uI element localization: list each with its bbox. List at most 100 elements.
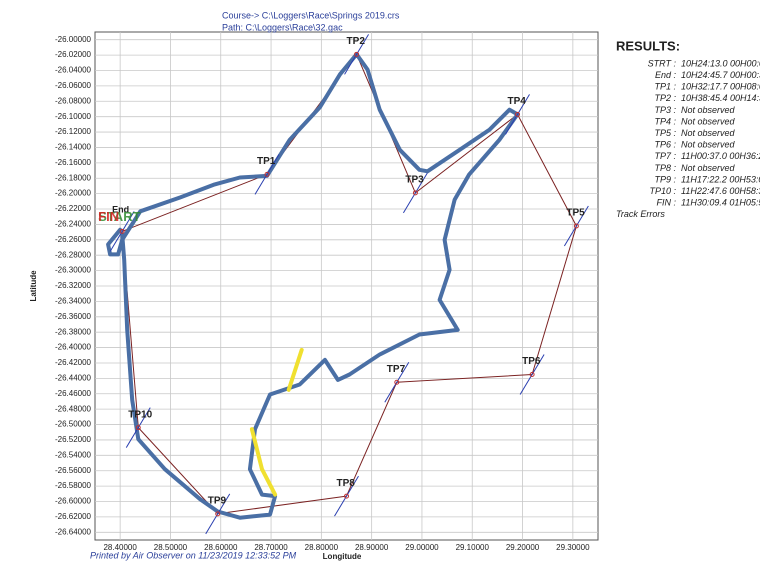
start-label: FIN [98,209,119,224]
result-key: STRT : [648,58,677,68]
y-tick-label: -26.04000 [55,66,92,75]
result-key: TP2 : [654,93,676,103]
y-tick-label: -26.38000 [55,327,92,336]
x-tick-label: 28.50000 [154,543,188,552]
x-tick-label: 29.30000 [556,543,590,552]
y-tick-label: -26.56000 [55,466,92,475]
print-footer: Printed by Air Observer on 11/23/2019 12… [90,550,297,560]
waypoint-label: TP5 [566,208,585,219]
x-tick-label: 28.90000 [355,543,389,552]
sector-line [334,475,359,517]
result-key: TP4 : [654,116,676,126]
waypoint [515,111,521,117]
waypoint-label: TP8 [337,478,356,489]
sector-line [519,354,545,395]
results-title: RESULTS: [616,38,680,53]
x-tick-label: 29.00000 [405,543,439,552]
end-label: End [112,205,129,215]
y-tick-label: -26.16000 [55,158,92,167]
result-value: 10H38:45.4 00H14:32.3 [681,93,760,103]
track-line [249,347,304,497]
waypoint [412,190,418,196]
y-tick-label: -26.02000 [55,50,92,59]
y-tick-label: -26.24000 [55,220,92,229]
y-tick-label: -26.00000 [55,35,92,44]
waypoint [354,51,360,57]
x-tick-label: 28.60000 [204,543,238,552]
result-key: TP3 : [654,105,676,115]
y-tick-label: -26.60000 [55,497,92,506]
y-tick-label: -26.52000 [55,435,92,444]
y-tick-label: -26.32000 [55,281,92,290]
sector-line [344,34,369,75]
result-value: 10H24:45.7 00H00:32.7 [681,70,760,80]
x-tick-label: 29.10000 [456,543,490,552]
waypoint-label: TP2 [347,36,366,47]
waypoint-label: TP10 [128,409,152,420]
y-tick-label: -26.34000 [55,297,92,306]
result-value: 11H00:37.0 00H36:24.0 [681,151,760,161]
result-value: Not observed [681,163,736,173]
track-line [106,52,520,520]
y-tick-label: -26.58000 [55,481,92,490]
waypoint-label: TP1 [257,156,276,167]
result-value: 10H24:13.0 00H00:00.0 [681,58,760,68]
result-value: Not observed [681,140,736,150]
sector-line [254,154,280,195]
result-key: FIN : [657,198,677,208]
y-tick-label: -26.14000 [55,143,92,152]
y-tick-label: -26.54000 [55,450,92,459]
sector-line [563,205,589,247]
waypoint [573,223,579,229]
result-key: TP1 : [654,82,676,92]
results-footer: Track Errors [616,209,665,219]
waypoint [264,171,270,177]
y-tick-label: -26.08000 [55,96,92,105]
waypoint-label: TP3 [405,175,424,186]
waypoint [119,228,125,234]
sector-line [384,361,410,403]
result-value: Not observed [681,105,736,115]
track-path: Path: C:\Loggers\Race\32.gac [222,22,343,32]
x-tick-label: 28.40000 [103,543,137,552]
sector-line [109,211,135,252]
y-tick-label: -26.64000 [55,527,92,536]
result-key: TP9 : [654,174,676,184]
sector-line [125,407,151,448]
y-tick-label: -26.42000 [55,358,92,367]
y-tick-label: -26.28000 [55,250,92,259]
x-tick-label: 28.70000 [254,543,288,552]
waypoint [135,425,141,431]
result-value: 11H30:09.4 01H05:56.3 [681,198,760,208]
sector-line [402,172,428,214]
y-tick-label: -26.10000 [55,112,92,121]
waypoint [215,511,221,517]
result-key: TP10 : [649,186,676,196]
y-tick-label: -26.40000 [55,343,92,352]
y-tick-label: -26.20000 [55,189,92,198]
result-key: End : [655,70,677,80]
y-axis-label: Latitude [29,270,38,302]
waypoint-label: TP4 [508,96,527,107]
y-tick-label: -26.26000 [55,235,92,244]
y-tick-label: -26.18000 [55,173,92,182]
course-path: Course-> C:\Loggers\Race\Springs 2019.cr… [222,10,400,20]
result-key: TP7 : [654,151,676,161]
y-tick-label: -26.50000 [55,420,92,429]
result-value: 11H22:47.6 00H58:34.6 [681,186,760,196]
y-tick-label: -26.48000 [55,404,92,413]
y-tick-label: -26.46000 [55,389,92,398]
result-key: TP8 : [654,163,676,173]
x-tick-label: 29.20000 [506,543,540,552]
start-label: START [98,209,140,224]
y-tick-label: -26.12000 [55,127,92,136]
sector-line [505,94,530,135]
waypoint [344,493,349,499]
result-value: Not observed [681,128,736,138]
waypoint-label: TP7 [387,364,406,375]
result-value: 11H17:22.2 00H53:09.1 [681,174,760,184]
y-tick-label: -26.62000 [55,512,92,521]
x-tick-label: 28.80000 [305,543,339,552]
x-axis-label: Longitude [323,552,362,561]
